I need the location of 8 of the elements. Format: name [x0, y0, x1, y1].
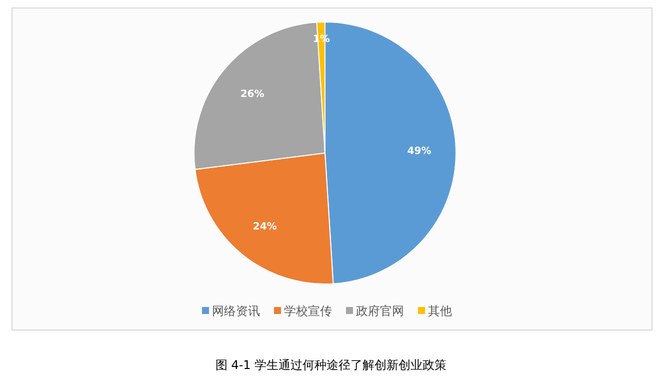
data-label: 26%: [240, 88, 264, 100]
legend-label: 网络资讯: [212, 304, 260, 318]
legend-label: 其他: [428, 304, 452, 318]
legend-label: 学校宣传: [284, 304, 332, 318]
data-label: 24%: [252, 222, 277, 233]
data-label: 49%: [407, 146, 432, 158]
legend-label: 政府官网: [356, 304, 404, 318]
caption: 图 4-1 学生通过何种途径了解创新创业政策: [215, 358, 447, 372]
